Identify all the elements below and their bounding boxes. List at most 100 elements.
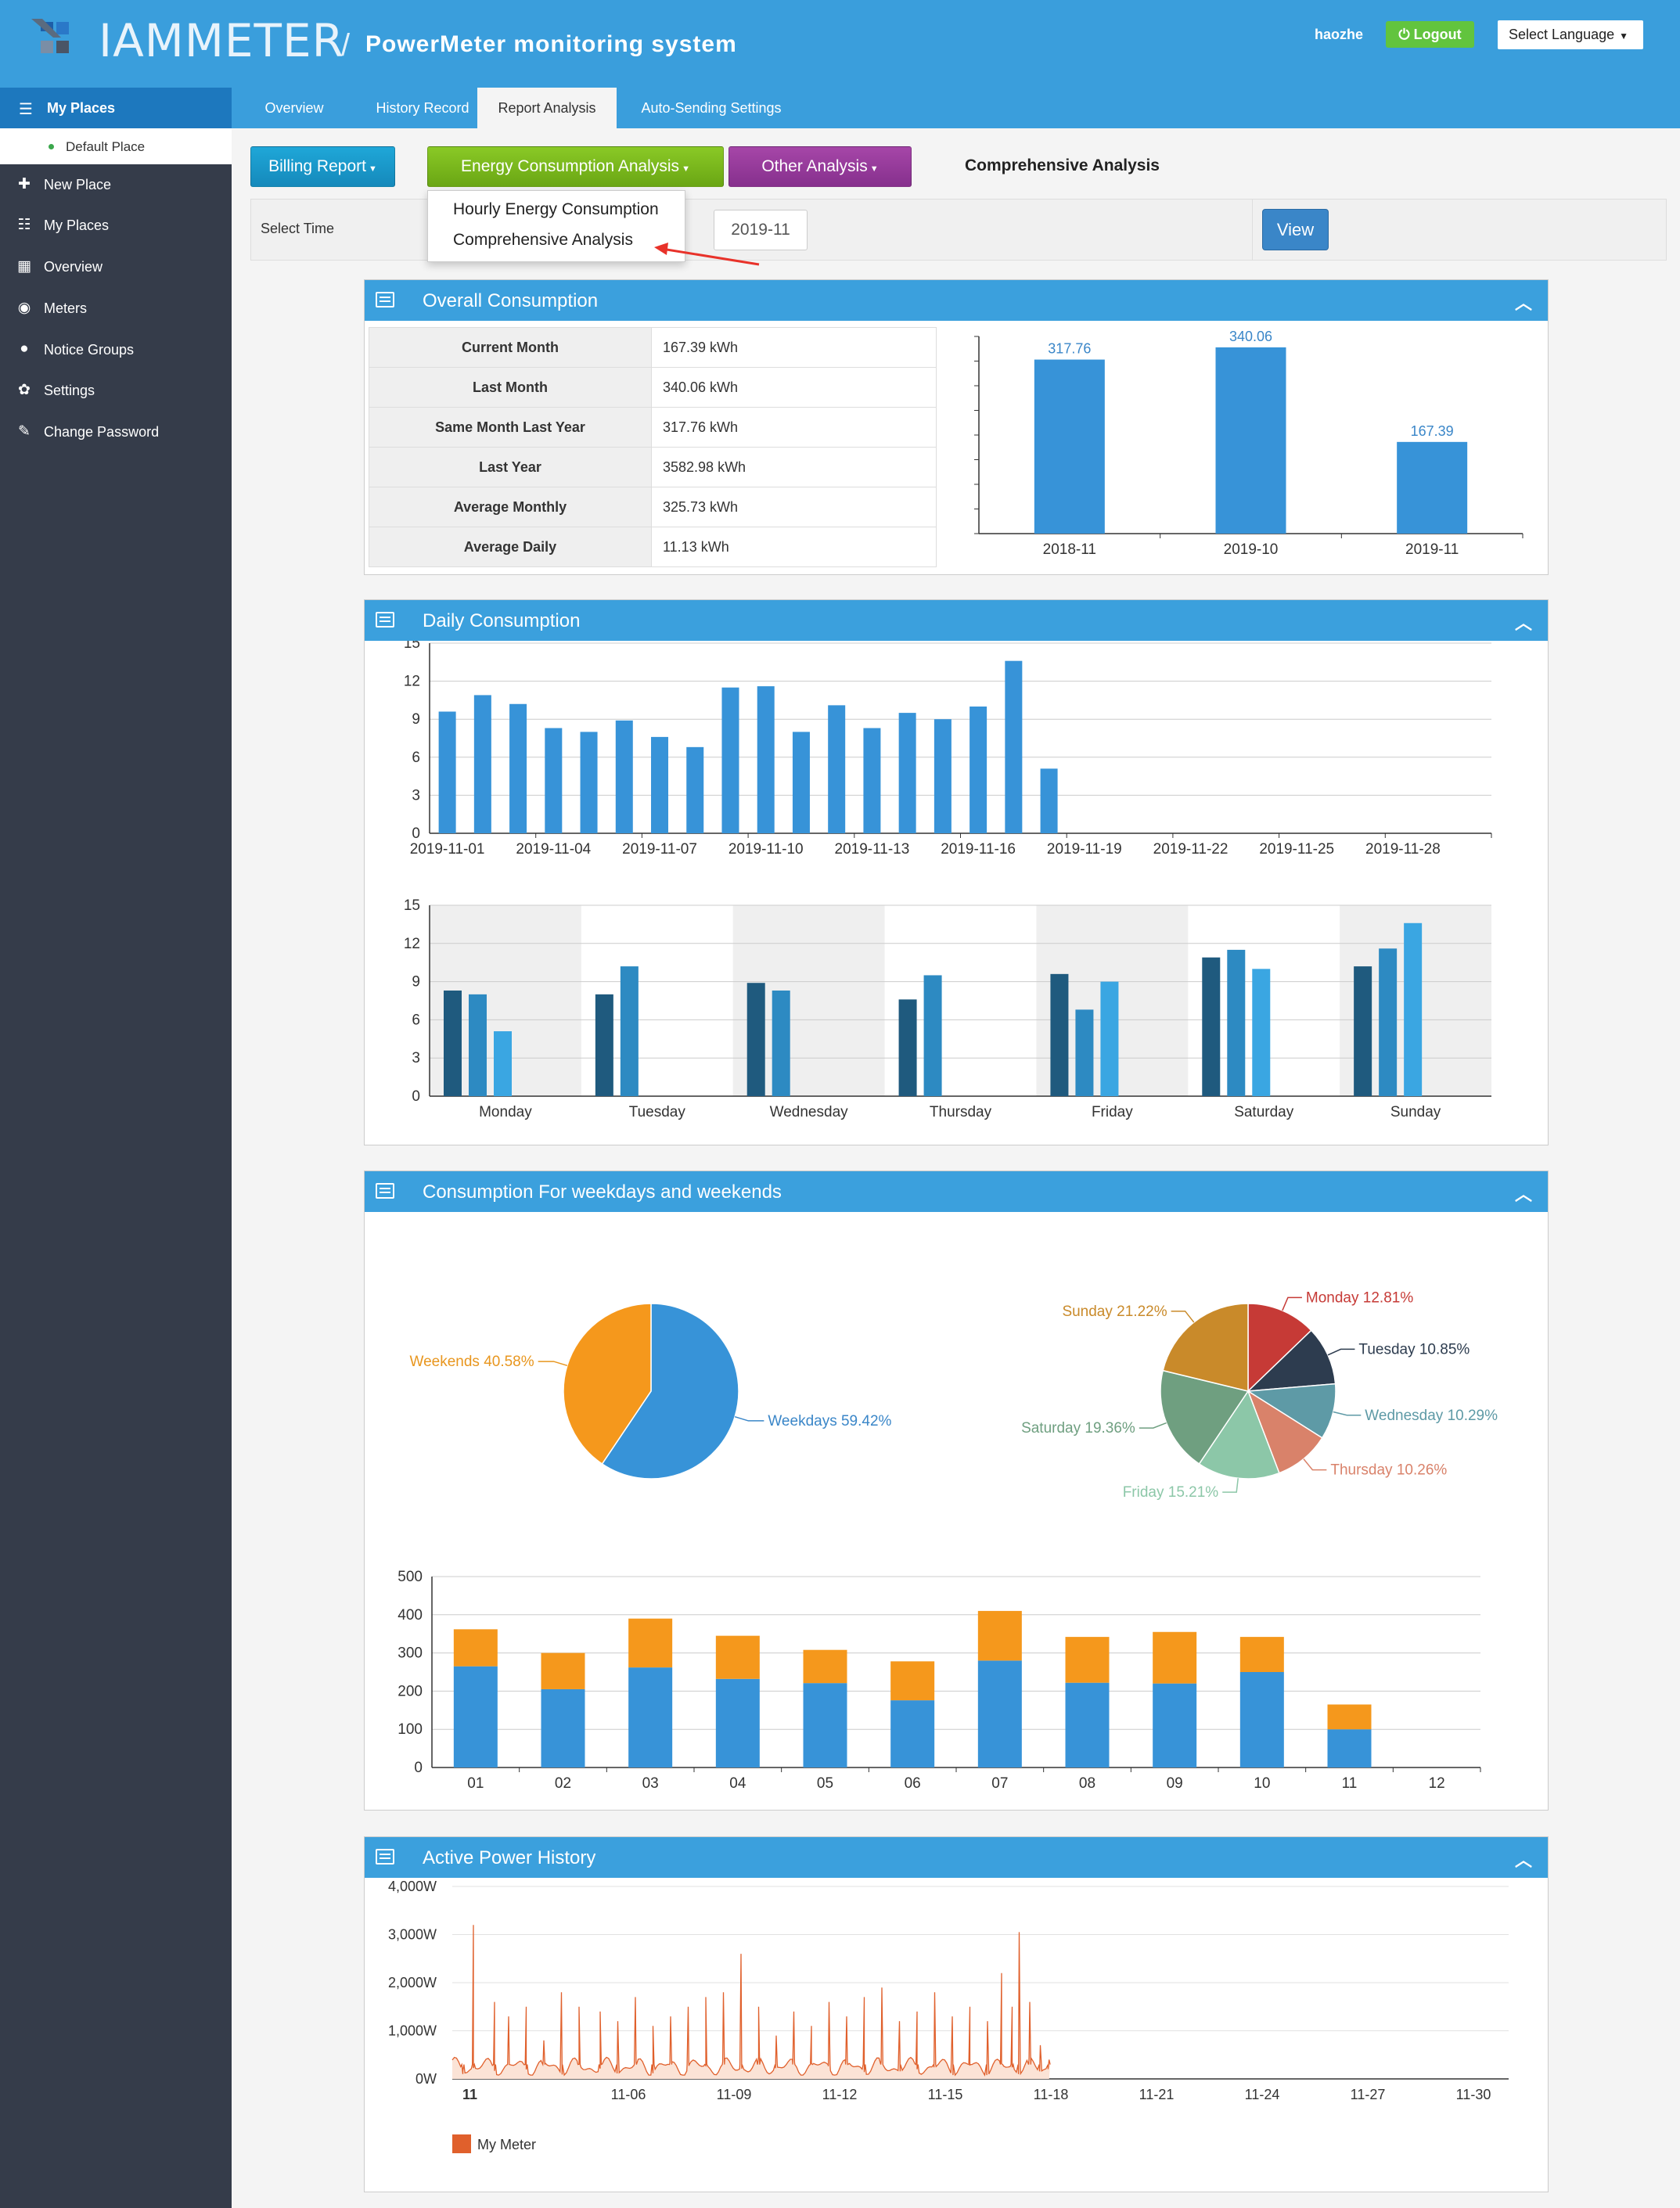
- y-tick-label: 9: [412, 974, 420, 991]
- summary-key: Same Month Last Year: [369, 407, 652, 448]
- bar: [541, 1652, 585, 1689]
- user-icon: ●: [20, 340, 29, 357]
- bar: [615, 720, 633, 833]
- collapse-icon[interactable]: ︿: [1514, 613, 1532, 633]
- bar: [1065, 1637, 1110, 1683]
- collapse-icon[interactable]: ︿: [1514, 1185, 1532, 1204]
- x-tick-label: 2018-11: [1043, 541, 1096, 558]
- table-row: Same Month Last Year 317.76 kWh: [369, 407, 937, 448]
- other-analysis-button[interactable]: Other Analysis ▼: [728, 146, 912, 187]
- bar: [1404, 922, 1423, 1096]
- caret-down-icon: ▼: [867, 164, 879, 174]
- sidebar-item-meters[interactable]: ◉ Meters: [0, 288, 232, 329]
- summary-key: Last Year: [369, 447, 652, 487]
- tab-history-record[interactable]: History Record: [376, 100, 469, 116]
- legend-swatch: [452, 2134, 471, 2153]
- summary-value: 11.13 kWh: [651, 527, 937, 567]
- energy-consumption-analysis-button[interactable]: Energy Consumption Analysis ▼: [427, 146, 724, 187]
- summary-table: Current Month 167.39 kWh Last Month 340.06…: [369, 327, 937, 567]
- bar: [1153, 1683, 1197, 1767]
- grid-icon: ▦: [17, 258, 31, 275]
- pie-slice: [1162, 1303, 1249, 1392]
- user-name[interactable]: haozhe: [1315, 27, 1364, 42]
- bar: [686, 746, 704, 833]
- y-tick-label: 0: [412, 1088, 420, 1105]
- collapse-icon[interactable]: ︿: [1514, 1850, 1532, 1870]
- sidebar-item-label: New Place: [44, 177, 112, 192]
- bar: [970, 707, 987, 833]
- bar: [1005, 660, 1023, 833]
- summary-key: Average Daily: [369, 527, 652, 567]
- bar: [792, 732, 810, 833]
- panel-header: Daily Consumption ︿: [365, 600, 1548, 641]
- y-tick-label: 3: [412, 787, 420, 804]
- logout-label: Logout: [1413, 27, 1462, 42]
- tab-overview[interactable]: Overview: [264, 100, 324, 116]
- caret-down-icon: ▼: [679, 164, 690, 174]
- bar: [1239, 1672, 1284, 1767]
- y-tick-label: 6: [412, 750, 420, 766]
- sidebar-item-new-place[interactable]: ✚ New Place: [0, 164, 232, 205]
- menu-item-comprehensive-analysis[interactable]: Comprehensive Analysis: [453, 231, 633, 249]
- panel-header: Overall Consumption ︿: [365, 280, 1548, 321]
- x-tick-label: 11-24: [1245, 2087, 1280, 2102]
- energy-consumption-label: Energy Consumption Analysis: [461, 157, 680, 175]
- bar: [1100, 981, 1119, 1096]
- panel-title: Overall Consumption: [423, 290, 599, 311]
- bar: [898, 999, 917, 1096]
- bar: [1065, 1682, 1110, 1767]
- list-icon: ☷: [17, 217, 31, 233]
- bar: [1327, 1729, 1372, 1767]
- pie-slice: [1246, 1329, 1336, 1392]
- billing-report-button[interactable]: Billing Report ▼: [250, 146, 395, 187]
- list-icon: ☰: [19, 101, 33, 118]
- collapse-icon[interactable]: ︿: [1514, 293, 1532, 313]
- bar: [1034, 359, 1105, 534]
- bar: [1227, 949, 1246, 1096]
- bar: [438, 711, 456, 833]
- x-tick-label: 09: [1167, 1775, 1183, 1792]
- menu-item-hourly-energy[interactable]: Hourly Energy Consumption: [453, 200, 659, 218]
- bar: [628, 1667, 673, 1767]
- x-tick-label: 2019-11-07: [622, 841, 697, 858]
- edit-icon: ✎: [18, 423, 31, 440]
- bar: [803, 1683, 847, 1767]
- bar: [1075, 1009, 1094, 1096]
- sidebar-item-overview[interactable]: ▦ Overview: [0, 246, 232, 287]
- sidebar-item-notice-groups[interactable]: ● Notice Groups: [0, 329, 232, 370]
- x-tick-label: Tuesday: [629, 1104, 686, 1120]
- bullet-icon: [49, 144, 54, 149]
- logout-button[interactable]: ⏻ Logout: [1386, 21, 1474, 48]
- bar: [628, 1618, 673, 1668]
- pie-label: Tuesday 10.85%: [1358, 1341, 1470, 1358]
- bar: [469, 994, 487, 1096]
- month-input[interactable]: 2019-11: [714, 210, 808, 250]
- bar: [509, 703, 527, 833]
- language-select[interactable]: Select Language ▼: [1498, 20, 1643, 49]
- tab-auto-sending-settings[interactable]: Auto-Sending Settings: [641, 100, 782, 116]
- sidebar-item-default-place[interactable]: Default Place: [0, 128, 232, 164]
- header-separator: /: [341, 28, 351, 63]
- sidebar-head-my-places[interactable]: ☰ My Places: [0, 88, 232, 128]
- view-button[interactable]: View: [1262, 209, 1329, 250]
- active-power-history-panel: Active Power History ︿ 0W 1,000W 2,000W 3,0…: [364, 1836, 1549, 2192]
- table-row: Average Monthly 325.73 kWh: [369, 487, 937, 527]
- sidebar-item-change-password[interactable]: ✎ Change Password: [0, 412, 232, 452]
- weekdays-weekends-panel: Consumption For weekdays and weekends ︿ …: [364, 1171, 1549, 1811]
- daily-consumption-panel: Daily Consumption ︿ 0 3 6 9 12 15 2019-11-01 20…: [364, 599, 1549, 1145]
- sidebar-item-settings[interactable]: ✿ Settings: [0, 370, 232, 411]
- sidebar-item-my-places[interactable]: ☷ My Places: [0, 205, 232, 246]
- x-tick-label: 12: [1429, 1775, 1445, 1792]
- y-tick-label: 9: [412, 711, 420, 728]
- power-line: [451, 1925, 1051, 2077]
- table-icon: [376, 612, 394, 628]
- sidebar-item-label: Notice Groups: [44, 342, 135, 358]
- data-label: 167.39: [1411, 423, 1454, 439]
- y-tick-label: 3,000W: [388, 1927, 437, 1943]
- y-tick-label: 6: [412, 1012, 420, 1028]
- table-row: Average Daily 11.13 kWh: [369, 527, 937, 567]
- tab-report-analysis[interactable]: Report Analysis: [477, 88, 617, 128]
- bar: [803, 1649, 847, 1684]
- summary-key: Average Monthly: [369, 487, 652, 527]
- pie-label: Weekends 40.58%: [409, 1354, 534, 1370]
